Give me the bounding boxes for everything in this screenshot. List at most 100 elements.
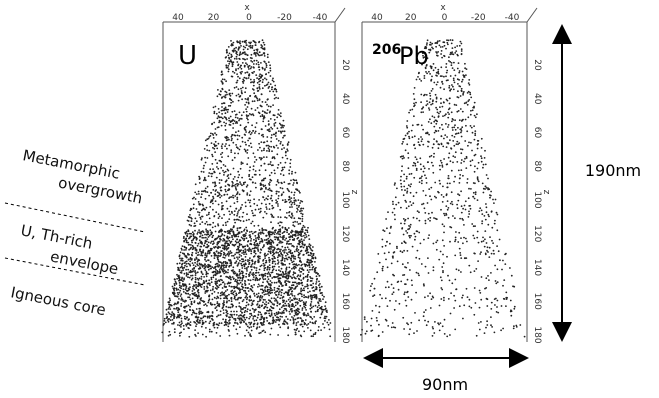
atom [217, 195, 219, 197]
atom [291, 231, 293, 233]
atom [266, 317, 268, 319]
atom [443, 262, 445, 264]
atom [249, 43, 251, 45]
atom [296, 322, 298, 324]
atom [235, 114, 237, 116]
atom [218, 279, 220, 281]
atom [222, 170, 224, 172]
atom [484, 288, 486, 290]
atom [432, 147, 434, 149]
atom [217, 256, 219, 258]
atom [212, 288, 214, 290]
atom [485, 203, 487, 205]
atom [395, 196, 397, 198]
atom [245, 263, 247, 265]
atom [213, 322, 215, 324]
atom [474, 165, 476, 167]
atom [434, 117, 436, 119]
atom [233, 226, 235, 228]
atom [205, 188, 207, 190]
atom [267, 276, 269, 278]
atom [215, 264, 217, 266]
atom [181, 258, 183, 260]
atom [231, 255, 233, 257]
atom [302, 320, 304, 322]
atom [174, 328, 176, 330]
atom [242, 53, 244, 55]
atom [285, 151, 287, 153]
atom [194, 262, 196, 264]
atom [189, 265, 191, 267]
atom [219, 236, 221, 238]
atom [474, 225, 476, 227]
atom [433, 138, 435, 140]
atom [308, 271, 310, 273]
atom [236, 82, 238, 84]
atom [462, 242, 464, 244]
atom [255, 174, 257, 176]
atom [221, 71, 223, 73]
atom [219, 194, 221, 196]
atom [221, 88, 223, 90]
atom [224, 297, 226, 299]
atom [249, 313, 251, 315]
atom [214, 257, 216, 259]
atom [472, 109, 474, 111]
atom [218, 305, 220, 307]
atom [208, 279, 210, 281]
atom [258, 314, 260, 316]
atom [382, 270, 384, 272]
atom [207, 302, 209, 304]
atom [193, 248, 195, 250]
atom [280, 124, 282, 126]
atom [408, 167, 410, 169]
atom [270, 250, 272, 252]
atom [289, 297, 291, 299]
atom [283, 125, 285, 127]
atom [195, 225, 197, 227]
atom [262, 217, 264, 219]
atom [212, 182, 214, 184]
atom [461, 212, 463, 214]
atom [258, 42, 260, 44]
atom [218, 255, 220, 257]
atom [465, 238, 467, 240]
atom [217, 117, 219, 119]
atom [271, 292, 273, 294]
atom [225, 143, 227, 145]
atom [209, 235, 211, 237]
atom [437, 240, 439, 242]
atom [276, 312, 278, 314]
atom [199, 239, 201, 241]
atom [454, 300, 456, 302]
atom [185, 232, 187, 234]
atom [485, 277, 487, 279]
atom [294, 231, 296, 233]
atom [210, 315, 212, 317]
atom [422, 129, 424, 131]
atom [466, 241, 468, 243]
atom [288, 215, 290, 217]
atom [188, 259, 190, 261]
atom [209, 218, 211, 220]
atom [253, 239, 255, 241]
atom [184, 318, 186, 320]
atom [236, 73, 238, 75]
atom [280, 312, 282, 314]
atom [474, 171, 476, 173]
atom [296, 205, 298, 207]
atom [214, 304, 216, 306]
atom [280, 116, 282, 118]
atom [429, 93, 431, 95]
atom [271, 312, 273, 314]
atom [279, 221, 281, 223]
atom [228, 307, 230, 309]
atom [481, 241, 483, 243]
atom [231, 230, 233, 232]
atom [311, 335, 313, 337]
atom [221, 110, 223, 112]
atom [174, 279, 176, 281]
atom [392, 274, 394, 276]
atom [275, 89, 277, 91]
atom [274, 98, 276, 100]
